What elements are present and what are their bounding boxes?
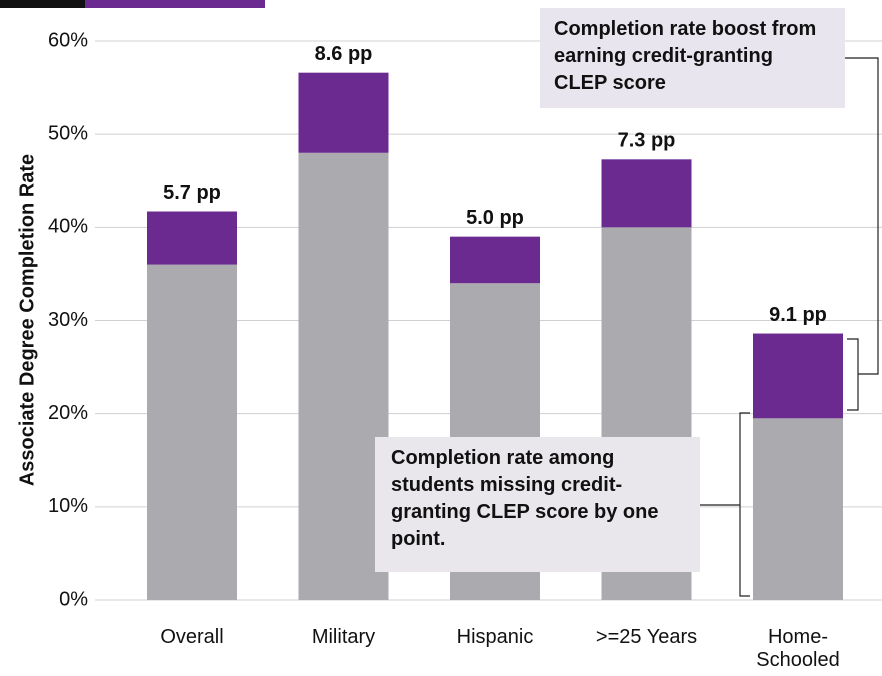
- y-tick-label: 40%: [48, 216, 88, 238]
- bar-segment: [753, 418, 843, 600]
- bar-segment: [753, 333, 843, 419]
- boost-bracket: [845, 57, 879, 411]
- y-tick-label: 50%: [48, 122, 88, 144]
- base-bracket: [700, 412, 750, 597]
- data-label: 8.6 pp: [315, 43, 373, 65]
- x-tick-label: Military: [311, 626, 376, 648]
- data-label: 7.3 pp: [618, 130, 676, 152]
- x-tick-label: Home-Schooled: [756, 626, 840, 671]
- brackets: [700, 57, 879, 597]
- header-strip: [85, 0, 265, 8]
- bar-segment: [298, 72, 389, 153]
- bar-segment: [298, 152, 389, 601]
- bar-segment: [147, 264, 237, 600]
- x-tick-label: >=25 Years: [595, 626, 698, 648]
- data-label: 9.1 pp: [769, 304, 827, 326]
- y-tick-label: 0%: [59, 588, 88, 610]
- data-label: 5.7 pp: [163, 182, 221, 204]
- bar-segment: [450, 236, 540, 284]
- y-tick-label: 60%: [48, 29, 88, 51]
- legend-base: Completion rate among students missing c…: [375, 437, 700, 572]
- x-tick-label: Hispanic: [456, 626, 534, 648]
- y-tick-label: 30%: [48, 309, 88, 331]
- header-strip: [0, 0, 85, 8]
- legend-boost: Completion rate boost from earning credi…: [540, 8, 845, 108]
- data-label: 5.0 pp: [466, 207, 524, 229]
- x-tick-label: Overall: [160, 626, 224, 648]
- y-tick-label: 10%: [48, 495, 88, 517]
- bar-segment: [601, 159, 692, 228]
- y-axis-label: Associate Degree Completion Rate: [16, 154, 38, 486]
- y-tick-label: 20%: [48, 402, 88, 424]
- bar-segment: [147, 211, 237, 265]
